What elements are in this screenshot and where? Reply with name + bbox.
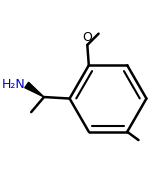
Text: H₂N: H₂N (1, 78, 25, 91)
Text: O: O (82, 31, 92, 44)
Polygon shape (25, 82, 44, 97)
